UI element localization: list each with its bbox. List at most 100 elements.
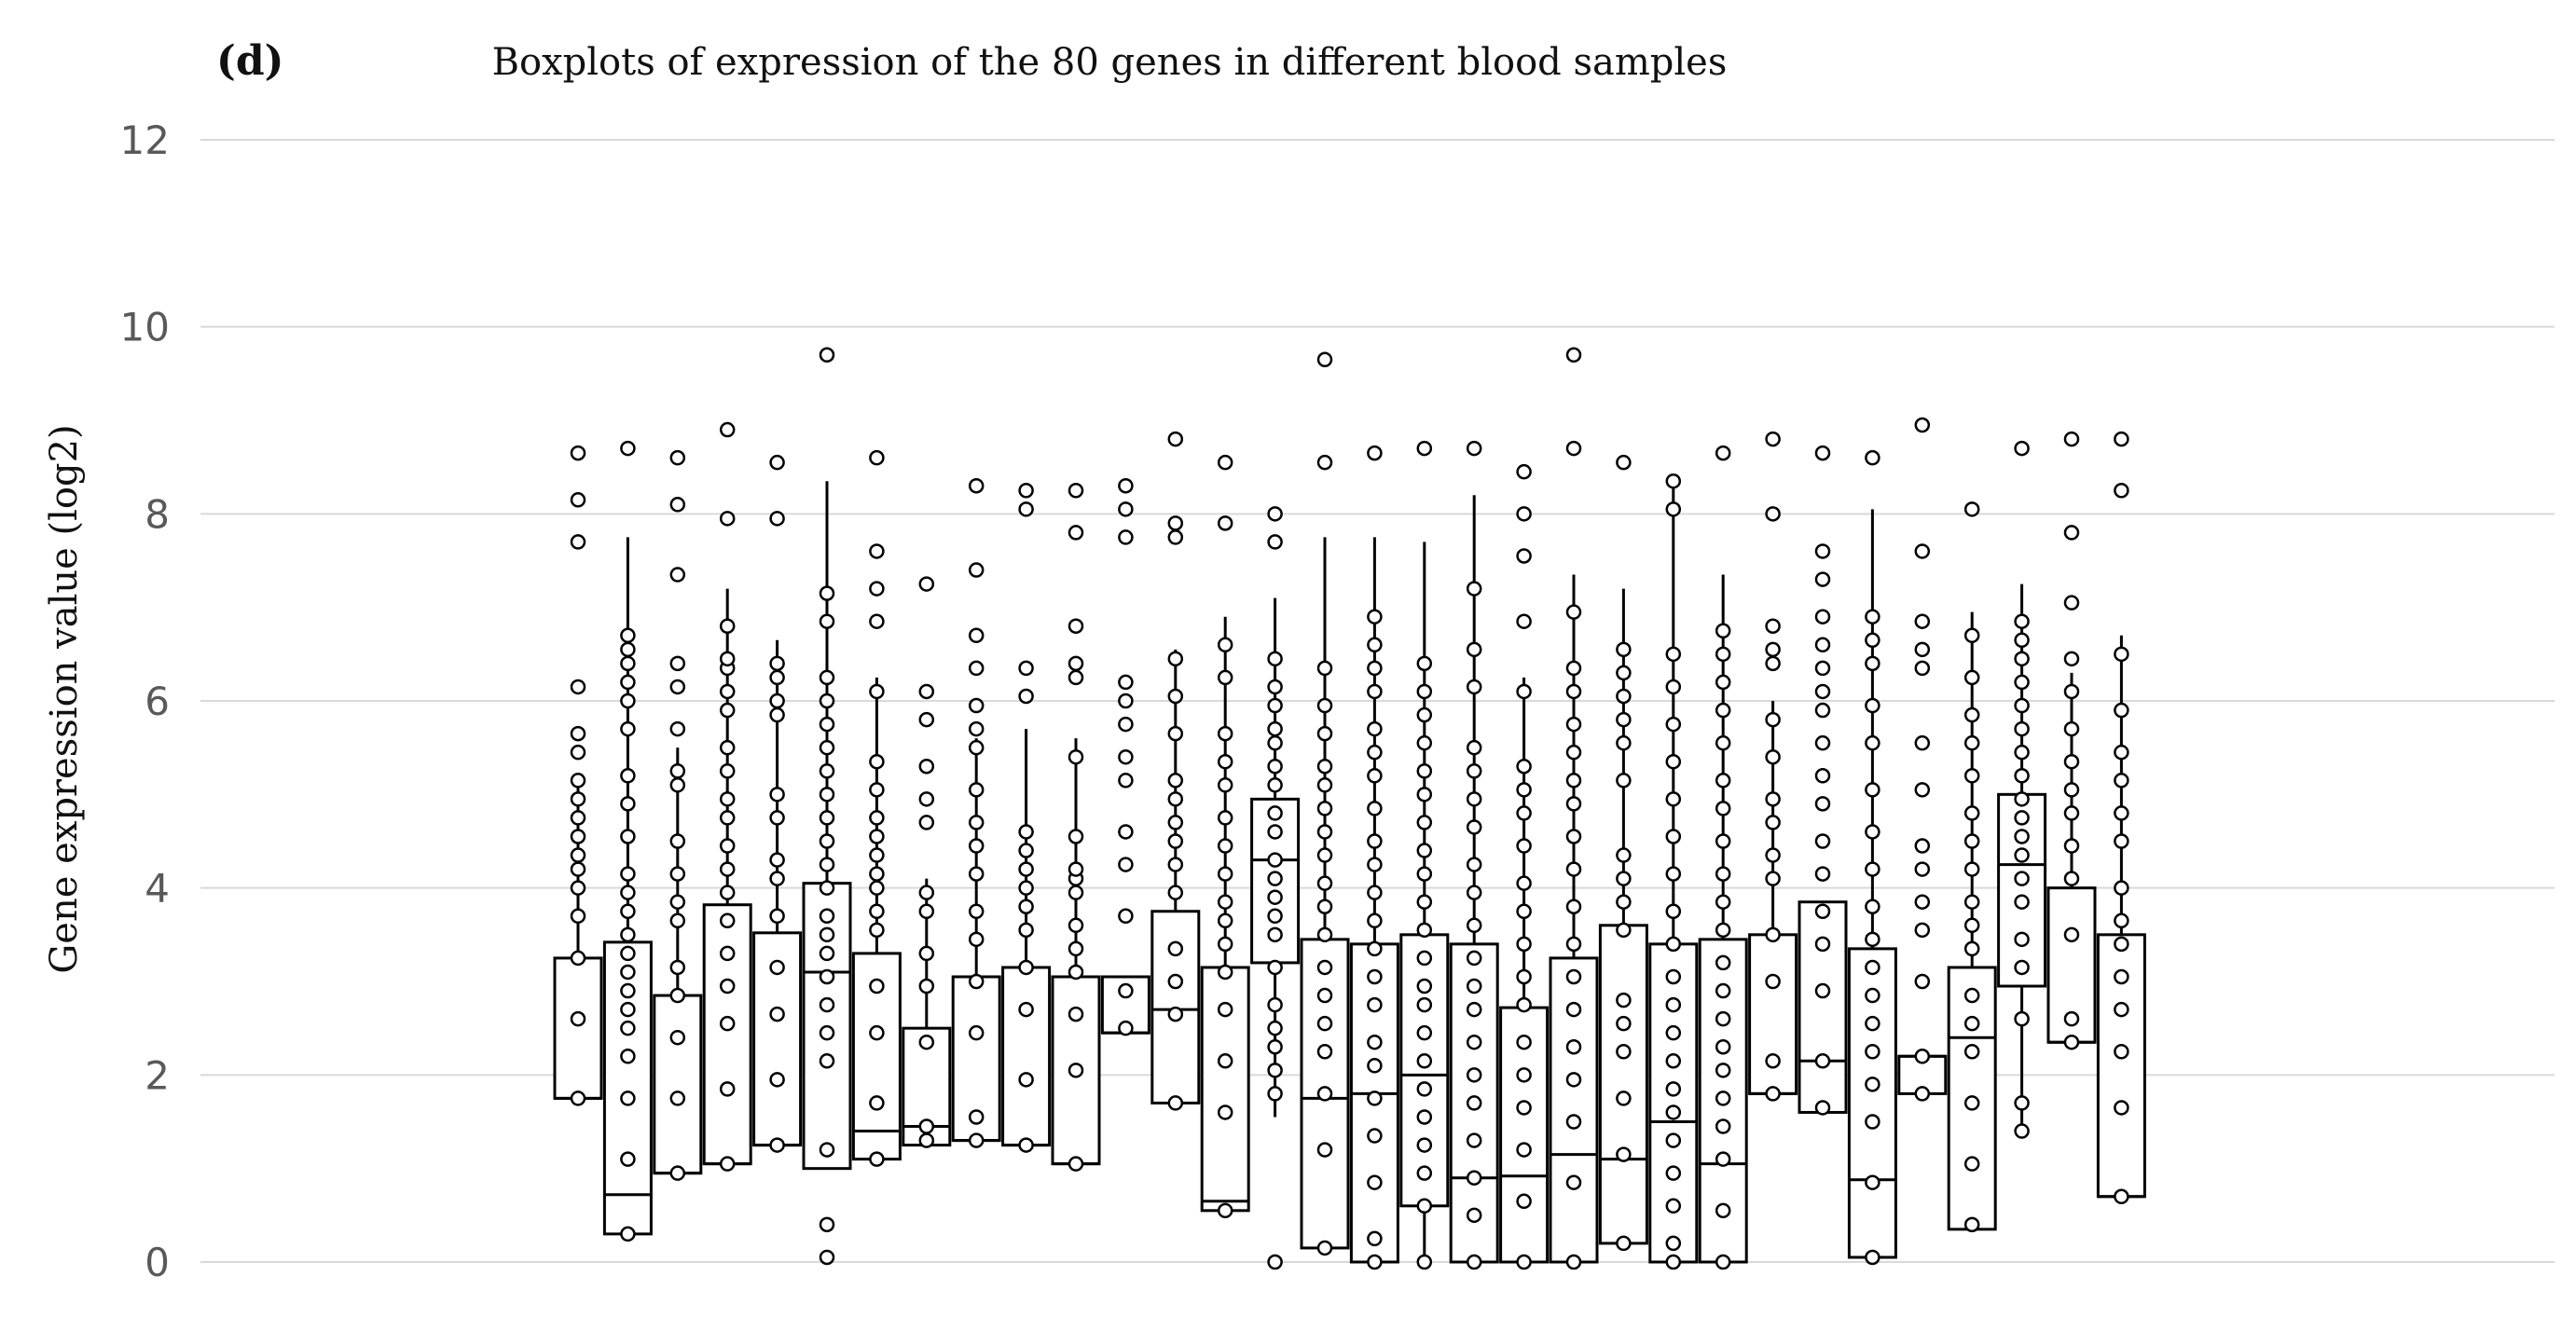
data-point xyxy=(1963,917,1980,934)
data-point xyxy=(1616,1235,1632,1252)
data-point xyxy=(1765,431,1781,447)
data-point xyxy=(1616,734,1632,751)
data-point xyxy=(1715,1254,1731,1270)
data-point xyxy=(1865,861,1880,877)
data-point xyxy=(1118,773,1134,789)
data-point xyxy=(620,964,636,981)
chart-title: Boxplots of expression of the 80 genes i… xyxy=(492,41,1728,84)
data-point xyxy=(570,950,586,967)
data-point xyxy=(2114,936,2129,953)
data-point xyxy=(819,908,835,925)
data-point xyxy=(1367,1091,1383,1106)
data-point xyxy=(1963,987,1980,1004)
data-point xyxy=(1814,445,1831,461)
data-point xyxy=(1715,833,1731,849)
data-point xyxy=(1416,734,1433,751)
box xyxy=(1997,792,2047,988)
data-point xyxy=(719,1156,736,1172)
data-point xyxy=(1516,548,1532,564)
data-point xyxy=(1167,515,1184,531)
data-point xyxy=(869,829,885,844)
data-point xyxy=(819,739,835,756)
data-point xyxy=(1068,829,1084,844)
data-point xyxy=(1167,833,1184,849)
data-point xyxy=(1367,445,1383,461)
data-point xyxy=(1616,992,1632,1008)
data-point xyxy=(669,567,686,583)
data-point xyxy=(918,711,935,728)
data-point xyxy=(968,660,985,677)
data-point xyxy=(2014,1123,2030,1139)
data-point xyxy=(1715,1118,1731,1134)
box-group-1 xyxy=(553,445,603,1106)
data-point xyxy=(1367,1174,1383,1190)
data-point xyxy=(1018,922,1034,939)
data-point xyxy=(1665,1081,1682,1097)
data-point xyxy=(1616,1091,1632,1106)
data-point xyxy=(1516,613,1532,629)
data-point xyxy=(2063,683,2080,700)
data-point xyxy=(1814,796,1831,812)
data-point xyxy=(1516,903,1532,919)
box-group-13 xyxy=(1150,431,1201,1111)
data-point xyxy=(1715,1063,1731,1078)
data-point xyxy=(1068,917,1084,934)
data-point xyxy=(1018,688,1034,705)
data-point xyxy=(1814,637,1831,653)
box-group-31 xyxy=(2046,431,2097,1050)
data-point xyxy=(669,912,686,929)
data-point xyxy=(769,871,785,886)
data-point xyxy=(1814,768,1831,784)
data-point xyxy=(719,885,736,900)
data-point xyxy=(869,810,885,826)
data-point xyxy=(1765,791,1781,807)
data-point xyxy=(1914,894,1931,910)
data-point xyxy=(2014,744,2030,761)
data-point xyxy=(1466,641,1482,658)
data-point xyxy=(2014,1010,2030,1027)
data-point xyxy=(869,782,885,798)
data-point xyxy=(1416,1024,1433,1041)
data-point xyxy=(769,454,785,471)
box-group-23 xyxy=(1648,473,1699,1270)
box-group-5 xyxy=(752,454,803,1153)
data-point xyxy=(918,758,935,775)
y-axis-label: Gene expression value (log2) xyxy=(43,424,86,973)
data-point xyxy=(2014,1095,2030,1111)
data-point xyxy=(1167,725,1184,742)
data-point xyxy=(719,1015,736,1032)
data-point xyxy=(719,861,736,877)
data-point xyxy=(1914,543,1931,559)
data-point xyxy=(869,449,885,466)
data-point xyxy=(1914,1086,1931,1102)
data-point xyxy=(1963,805,1980,821)
data-point xyxy=(2114,833,2129,849)
data-point xyxy=(769,511,785,527)
box-group-29 xyxy=(1947,501,1997,1233)
data-point xyxy=(769,908,785,925)
data-point xyxy=(1466,1170,1482,1186)
data-point xyxy=(1416,1081,1433,1097)
data-point xyxy=(1565,1114,1582,1130)
data-point xyxy=(1565,899,1582,914)
data-point xyxy=(1914,613,1931,629)
data-point xyxy=(1814,571,1831,587)
data-point xyxy=(769,787,785,803)
data-point xyxy=(2114,773,2129,789)
box xyxy=(653,994,703,1175)
data-point xyxy=(1167,688,1184,705)
data-point xyxy=(620,720,636,737)
data-point xyxy=(669,720,686,737)
data-point xyxy=(570,810,586,826)
data-point xyxy=(1367,660,1383,677)
data-point xyxy=(819,716,835,733)
data-point xyxy=(1068,1156,1084,1172)
data-point xyxy=(1217,669,1233,686)
data-point xyxy=(819,857,835,872)
data-point xyxy=(769,810,785,826)
data-point xyxy=(669,497,686,513)
data-point xyxy=(570,880,586,896)
data-point xyxy=(1865,734,1880,751)
data-point xyxy=(968,931,985,948)
data-point xyxy=(1068,483,1084,499)
